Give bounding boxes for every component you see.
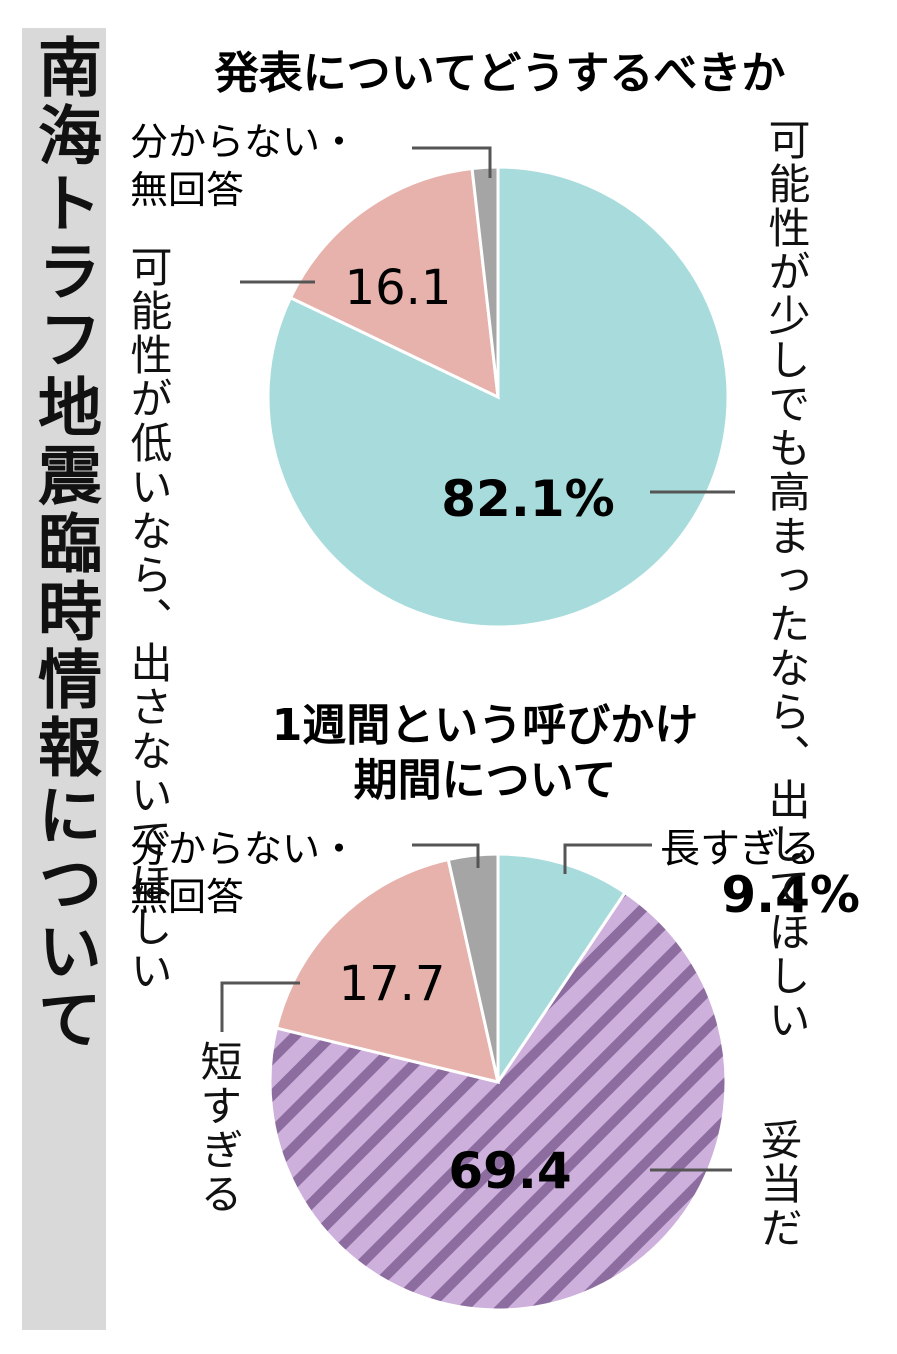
chart1-value-label-yes: 82.1% (441, 470, 614, 528)
chart2-legend-dontknow-line2: 無回答 (130, 875, 244, 919)
chart2-slice-3 (446, 852, 500, 1083)
page-title-band: 南海トラフ地震臨時情報について (22, 28, 106, 1330)
chart1-pie (266, 165, 730, 629)
chart1-legend-dontknow-line2: 無回答 (130, 168, 244, 212)
page-title: 南海トラフ地震臨時情報について (27, 34, 101, 1054)
chart1-legend-yes: 可能性が少しでも高まったなら、出してほしい (762, 118, 811, 1042)
chart2-value-label-too-long: 9.4% (721, 866, 860, 924)
chart2-value-label-too-short: 17.7 (339, 956, 446, 1012)
chart2-leader-dontknow (412, 843, 480, 868)
chart1-value-label-no: 16.1 (345, 260, 452, 316)
chart1-title: 発表についてどうするべきか (214, 48, 786, 99)
chart1-leader-dontknow (412, 146, 492, 178)
chart2-legend-too-short: 短すぎる (194, 1040, 243, 1216)
chart1-slice-2 (470, 165, 500, 398)
chart2-title-line1: 1週間という呼びかけ (272, 700, 699, 751)
chart2-legend-dontknow-line1: 分からない・ (130, 827, 358, 871)
chart2-leader-too-long (563, 843, 652, 874)
chart2-title-line2: 期間について (354, 755, 617, 806)
chart1-slice-1 (288, 166, 500, 400)
chart2-slice-2 (274, 857, 500, 1085)
chart1-slice-0 (266, 165, 730, 629)
chart2-legend-appropriate: 妥当だ (754, 1118, 803, 1250)
chart2-value-label-appropriate: 69.4 (448, 1142, 571, 1200)
chart2-pie (268, 852, 728, 1312)
chart1-legend-dontknow-line1: 分からない・ (130, 120, 358, 164)
chart2-legend-too-long: 長すぎる (660, 826, 820, 872)
chart1-legend-no: 可能性が低いなら、出さないでほしい (124, 245, 173, 993)
chart2-leader-too-short (220, 981, 300, 1032)
chart2-slice-1 (268, 890, 728, 1312)
